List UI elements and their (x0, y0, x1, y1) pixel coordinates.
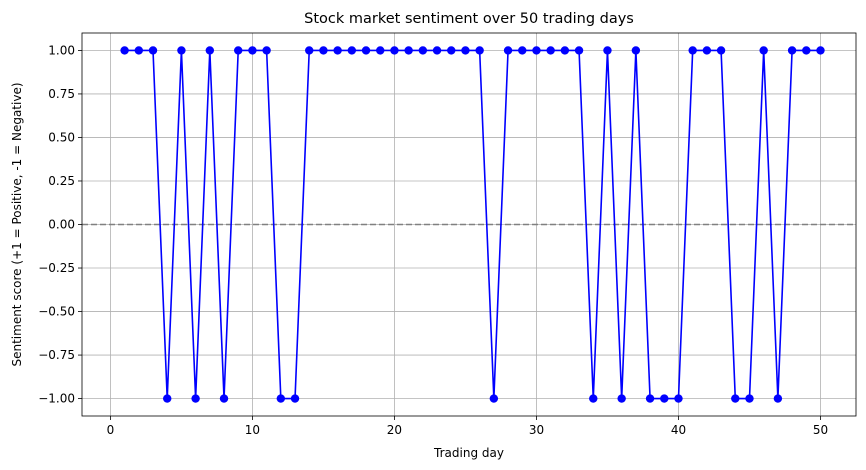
sentiment-data-point (432, 46, 442, 55)
sentiment-data-point (120, 46, 129, 55)
x-tick-label: 0 (107, 423, 115, 437)
series-layer (120, 46, 825, 403)
sentiment-data-point (816, 46, 825, 55)
sentiment-data-point (759, 46, 768, 55)
x-tick-label: 20 (387, 423, 402, 437)
sentiment-data-point (660, 394, 669, 403)
y-axis-label: Sentiment score (+1 = Positive, -1 = Neg… (10, 82, 24, 366)
sentiment-data-point (234, 46, 243, 55)
sentiment-data-point (731, 394, 740, 403)
sentiment-data-point (404, 46, 413, 55)
x-tick-label: 50 (813, 423, 828, 437)
sentiment-data-point (290, 394, 300, 403)
x-tick-label: 10 (245, 423, 260, 437)
sentiment-data-point (617, 394, 626, 403)
ticks-layer: 0 10 20 30 40 50 −1.00 −0.75 −0.50 −0.25 0.00 0.25 0… (38, 43, 828, 437)
sentiment-data-point (475, 46, 484, 55)
sentiment-data-point (518, 46, 527, 55)
sentiment-data-point (674, 394, 683, 403)
x-tick-label: 30 (529, 423, 544, 437)
sentiment-data-point (631, 46, 641, 55)
sentiment-data-point (390, 46, 399, 55)
sentiment-data-point (503, 46, 513, 55)
sentiment-data-point (205, 46, 215, 55)
y-tick-label: 0.00 (48, 218, 75, 232)
sentiment-data-point (603, 46, 612, 55)
sentiment-data-point (745, 394, 754, 403)
sentiment-data-point (418, 46, 428, 55)
sentiment-data-point (148, 46, 158, 55)
chart-title: Stock market sentiment over 50 trading d… (304, 11, 634, 27)
sentiment-data-point (347, 46, 357, 55)
sentiment-data-point (177, 46, 186, 55)
sentiment-data-point (574, 46, 584, 55)
y-tick-label: −0.25 (38, 261, 75, 275)
sentiment-data-point (688, 46, 697, 55)
sentiment-data-point (248, 46, 257, 55)
y-tick-label: −0.75 (38, 348, 75, 362)
sentiment-data-point (702, 46, 712, 55)
y-tick-label: −0.50 (38, 305, 75, 319)
sentiment-data-point (645, 394, 655, 403)
y-tick-label: 1.00 (48, 43, 75, 57)
sentiment-data-point (489, 394, 499, 403)
sentiment-data-point (319, 46, 328, 55)
sentiment-data-point (532, 46, 541, 55)
sentiment-data-point (560, 46, 570, 55)
sentiment-data-point (376, 46, 385, 55)
sentiment-data-point (134, 46, 144, 55)
sentiment-data-point (191, 394, 200, 403)
sentiment-data-point (461, 46, 470, 55)
sentiment-data-point (163, 394, 172, 403)
y-tick-label: −1.00 (38, 392, 75, 406)
sentiment-data-point (773, 394, 783, 403)
sentiment-data-point (716, 46, 726, 55)
y-tick-label: 0.50 (48, 130, 75, 144)
sentiment-data-point (447, 46, 456, 55)
sentiment-data-point (333, 46, 342, 55)
sentiment-data-point (305, 46, 314, 55)
sentiment-data-point (262, 46, 271, 55)
sentiment-data-point (787, 46, 797, 55)
sentiment-data-point (219, 394, 229, 403)
sentiment-data-point (546, 46, 555, 55)
sentiment-data-point (802, 46, 811, 55)
x-axis-label: Trading day (433, 446, 504, 460)
sentiment-data-point (361, 46, 371, 55)
sentiment-data-point (276, 394, 286, 403)
y-tick-label: 0.25 (48, 174, 75, 188)
y-tick-label: 0.75 (48, 87, 75, 101)
x-tick-label: 40 (671, 423, 686, 437)
sentiment-data-point (589, 394, 598, 403)
